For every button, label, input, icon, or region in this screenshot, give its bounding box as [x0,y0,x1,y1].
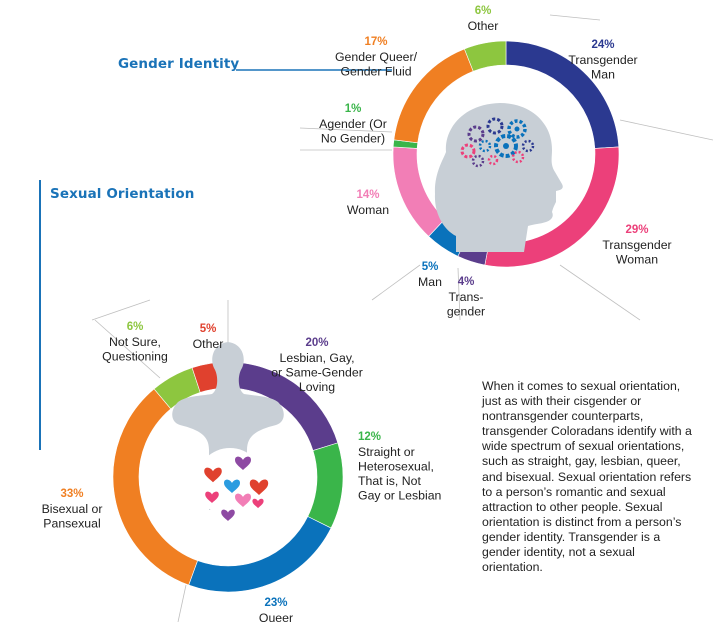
slice-label-line: gender [447,305,485,319]
slice-percent: 4% [458,276,475,288]
gender-leader-line [371,264,421,301]
slice-label-line: Queer [259,611,293,622]
gender-label-gender-queer-gender-fluid: 17% Gender Queer/Gender Fluid [335,36,418,79]
slice-percent: 29% [625,224,648,236]
slice-percent: 12% [358,431,381,443]
leader-lines [91,14,713,622]
slice-percent: 24% [591,39,614,51]
gender-leader-line [299,127,393,133]
heart-icon [221,509,235,522]
slice-percent: 6% [475,5,492,17]
orientation-leader-line [94,319,161,379]
head-with-gears-icon [434,103,563,252]
orientation-leader-line [91,299,151,321]
gender-leader-line [619,119,713,141]
gender-leader-line [559,264,641,321]
slice-percent: 23% [264,597,287,609]
slice-label-line: Gender Fluid [340,65,411,79]
body-with-hearts-icon [172,342,284,522]
orientation-slice-straight-or-heterosexual-that-is-not-gay-or-lesbian [307,442,344,529]
slice-label-line: Gay or Lesbian [358,489,442,503]
slice-percent: 6% [127,321,144,333]
slice-label-line: Heterosexual, [358,460,434,474]
heart-icon [249,479,269,495]
hearts [204,456,269,522]
slice-label-line: or Same-Gender [271,366,363,380]
gender-label-man: 5% Man [418,261,442,289]
gender-identity-title: Gender Identity [118,56,240,72]
gender-leader-line [457,267,461,321]
slice-percent: 5% [422,261,439,273]
slice-label-line: Gender Queer/ [335,50,418,64]
slice-label-line: Other [193,337,224,351]
slice-label-line: Bisexual or [42,502,103,516]
slice-label-line: Not Sure, [109,335,161,349]
slice-percent: 5% [200,323,217,335]
description-paragraph: When it comes to sexual orientation, jus… [482,379,692,575]
slice-percent: 1% [345,103,362,115]
gender-label-trans-gender: 4% Trans-gender [447,276,485,319]
orientation-label-queer: 23% Queer [259,597,293,622]
orientation-leader-line [177,584,187,622]
slice-label-line: Woman [347,203,389,217]
heart-icon [235,456,251,470]
slice-percent: 20% [305,337,328,349]
slice-percent: 17% [364,36,387,48]
slice-label-line: Woman [616,253,658,267]
slice-percent: 33% [60,488,83,500]
heart-icon [205,491,219,504]
slice-labels: 24%TransgenderMan29%TransgenderWoman4%Tr… [42,5,672,622]
slice-label-line: Lesbian, Gay, [280,351,355,365]
orientation-label-other: 5% Other [193,323,224,351]
slice-label-line: Pansexual [43,517,100,531]
slice-label-line: Other [468,19,499,33]
slice-label-line: No Gender) [321,132,385,146]
heart-icon [235,493,251,507]
slice-label-line: Straight or [358,445,415,459]
sexual-orientation-title: Sexual Orientation [50,186,195,202]
slice-label-line: Agender (Or [319,117,387,131]
gender-leader-line [549,14,601,21]
slice-label-line: That is, Not [358,474,421,488]
heart-icon [224,479,240,493]
gender-label-woman: 14% Woman [347,189,389,217]
slice-percent: 14% [356,189,379,201]
orientation-slice-queer [188,516,332,593]
slice-label-line: Man [591,68,615,82]
slice-label-line: Loving [299,380,335,394]
heart-icon [204,467,222,483]
slice-label-line: Transgender [568,53,637,67]
slice-label-line: Transgender [602,238,671,252]
slice-label-line: Questioning [102,350,168,364]
gender-slice-other [464,40,507,72]
gear-cluster [460,117,535,168]
orientation-label-not-sure-questioning: 6% Not Sure,Questioning [102,321,168,364]
heart-icon [252,498,264,509]
slice-label-line: Man [418,275,442,289]
gender-label-other: 6% Other [468,5,499,33]
slice-label-line: Trans- [448,290,483,304]
